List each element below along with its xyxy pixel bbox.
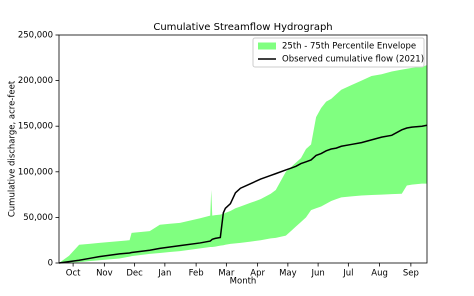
legend-label: Observed cumulative flow (2021): [282, 55, 424, 65]
y-tick-label: 250,000: [18, 31, 53, 41]
y-tick-label: 50,000: [23, 213, 53, 223]
y-tick-label: 150,000: [18, 122, 53, 132]
x-tick-label: Nov: [96, 269, 113, 279]
x-tick-label: Mar: [218, 269, 235, 279]
x-axis-label: Month: [230, 277, 257, 287]
y-tick-label: 100,000: [18, 167, 53, 177]
x-tick-label: Apr: [250, 269, 265, 279]
legend-swatch: [258, 42, 276, 50]
x-tick-label: Dec: [126, 269, 143, 279]
x-tick-label: Oct: [66, 269, 81, 279]
y-axis-label: Cumulative discharge, acre-feet: [8, 80, 18, 217]
legend-box: [252, 37, 425, 68]
y-tick-label: 200,000: [18, 76, 53, 86]
x-tick-label: Aug: [371, 269, 388, 279]
x-tick-label: Jun: [310, 269, 324, 279]
percentile-envelope: [59, 65, 427, 263]
legend-label: 25th - 75th Percentile Envelope: [282, 42, 416, 52]
plot-frame: [58, 34, 428, 264]
x-tick-label: Feb: [189, 269, 204, 279]
x-tick-label: Sep: [403, 269, 419, 279]
observed-line: [58, 124, 428, 264]
chart-title: Cumulative Streamflow Hydrograph: [153, 22, 332, 33]
x-tick-label: Jul: [342, 269, 353, 279]
y-tick-label: 0: [48, 259, 53, 269]
x-tick-label: May: [279, 269, 297, 279]
x-tick-label: Jan: [157, 269, 171, 279]
